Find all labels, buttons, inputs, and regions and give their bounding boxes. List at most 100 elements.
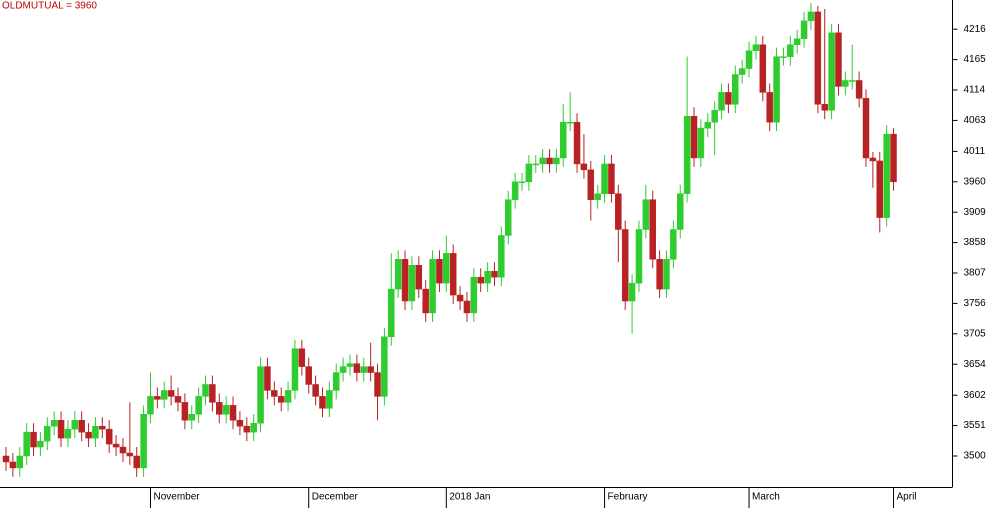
candle-body: [236, 419, 244, 427]
y-tick-label: 3909: [964, 207, 987, 218]
candle-body: [759, 44, 767, 93]
candle-body: [436, 259, 443, 284]
candle-body: [608, 163, 615, 194]
candle-body: [862, 98, 870, 159]
candle-body: [683, 115, 691, 194]
candle-body: [9, 461, 17, 469]
candle-body: [346, 363, 354, 367]
candle-body: [842, 80, 849, 87]
candle-body: [284, 390, 292, 403]
candle-body: [601, 163, 608, 194]
x-tick-label: 2018 Jan: [449, 492, 490, 503]
candle-body: [491, 270, 498, 278]
candle-body: [381, 336, 388, 397]
candle-body: [339, 366, 347, 373]
candle-body: [690, 115, 698, 159]
candle-body: [312, 384, 319, 397]
candle-body: [587, 169, 595, 200]
x-tick-label: March: [752, 492, 780, 503]
candle-body: [670, 229, 677, 260]
candle-body: [394, 259, 402, 290]
candle-body: [732, 74, 739, 105]
candle-body: [821, 104, 828, 111]
candle-body: [388, 288, 395, 338]
candle-body: [443, 253, 450, 284]
candle-body: [615, 193, 622, 230]
candle-body: [676, 193, 684, 230]
chart-title: OLDMUTUAL = 3960: [2, 1, 97, 12]
candle-body: [745, 50, 753, 69]
candle-body: [725, 92, 732, 105]
candle-body: [16, 455, 24, 469]
candle-body: [291, 348, 299, 391]
candle-body: [37, 440, 44, 448]
candle-body: [429, 259, 436, 314]
y-tick-label: 3551: [964, 420, 987, 431]
candle-body: [484, 270, 491, 284]
candle-body: [525, 163, 533, 183]
candle-body: [2, 455, 10, 463]
x-tick-label: April: [897, 492, 917, 503]
candle-body: [209, 384, 216, 403]
candle-body: [738, 68, 746, 75]
candle-body: [663, 259, 670, 290]
candle-body: [470, 276, 478, 314]
candle-body: [243, 425, 251, 433]
candle-body: [229, 405, 237, 421]
candle-body: [773, 56, 780, 123]
candle-body: [188, 414, 196, 421]
candle-body: [883, 133, 890, 218]
y-tick-label: 3756: [964, 298, 987, 309]
candle-body: [277, 396, 285, 403]
candle-body: [250, 422, 257, 433]
candle-body: [628, 282, 636, 302]
candle-body: [154, 396, 161, 400]
candle-body: [449, 253, 457, 296]
candle-body: [257, 366, 264, 424]
candle-body: [71, 419, 79, 430]
candle-body: [332, 372, 340, 391]
candle-body: [319, 396, 326, 409]
candle-body: [456, 294, 464, 302]
candle-body: [573, 121, 581, 165]
candle-body: [828, 32, 835, 111]
candle-body: [560, 121, 567, 159]
candle-body: [539, 157, 546, 165]
candle-body: [642, 199, 650, 230]
candle-body: [621, 229, 629, 302]
candle-body: [264, 366, 271, 391]
candle-body: [202, 384, 209, 397]
x-tick-label: November: [153, 492, 200, 503]
candle-body: [594, 193, 601, 200]
candle-body: [718, 92, 725, 111]
candle-body: [305, 366, 312, 385]
candle-body: [704, 121, 712, 129]
candle-body: [50, 419, 58, 427]
candle-body: [876, 160, 884, 218]
candle-body: [890, 133, 897, 183]
candle-body: [133, 455, 140, 469]
candle-body: [553, 157, 560, 165]
candle-body: [835, 32, 842, 87]
candle-body: [360, 366, 368, 373]
candle-body: [64, 428, 72, 439]
candle-body: [855, 80, 863, 99]
y-tick-label: 3705: [964, 328, 987, 339]
candle-body: [766, 92, 773, 123]
candle-body: [367, 366, 374, 373]
candle-body: [105, 428, 113, 445]
candle-body: [374, 372, 381, 397]
y-tick-label: 4216: [964, 24, 987, 35]
candle-body: [92, 425, 99, 439]
candle-body: [298, 348, 306, 367]
candle-body: [326, 390, 333, 409]
y-tick-label: 3960: [964, 176, 987, 187]
candle-body: [126, 452, 134, 457]
candle-body: [546, 157, 553, 165]
candle-body: [167, 390, 175, 397]
candle-body: [498, 235, 505, 278]
candle-body: [44, 425, 51, 442]
candle-body: [271, 390, 278, 397]
candle-body: [140, 414, 147, 469]
